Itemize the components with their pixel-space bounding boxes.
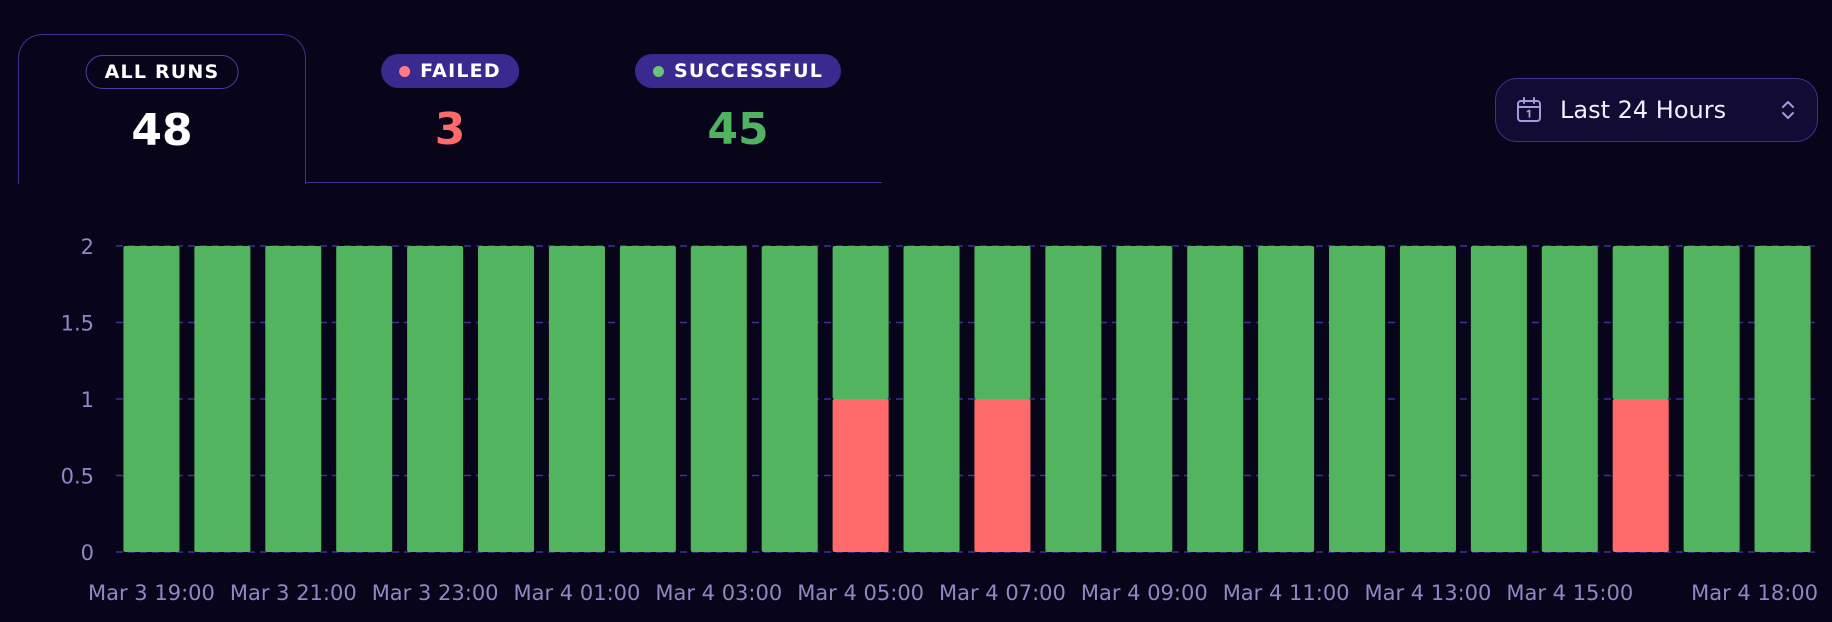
bar-successful[interactable] (1399, 246, 1456, 552)
bar-successful[interactable] (1116, 246, 1173, 552)
y-tick-label: 1 (81, 388, 94, 412)
time-range-select[interactable]: Last 24 Hours (1495, 78, 1818, 142)
bar-successful[interactable] (478, 246, 535, 552)
bar-successful[interactable] (1754, 246, 1811, 552)
successful-dot-icon (652, 65, 664, 77)
y-tick-label: 2 (81, 235, 94, 259)
successful-count: 45 (707, 104, 769, 155)
bar-successful[interactable] (619, 246, 676, 552)
bar-successful[interactable] (1612, 246, 1669, 399)
x-tick-label: Mar 4 15:00 (1506, 581, 1633, 605)
bar-successful[interactable] (548, 246, 605, 552)
bar-successful[interactable] (1470, 246, 1527, 552)
bar-successful[interactable] (1045, 246, 1102, 552)
calendar-icon (1514, 95, 1544, 125)
tab-all-runs[interactable]: ALL RUNS 48 (18, 34, 306, 184)
chevron-up-down-icon (1779, 97, 1797, 123)
bar-successful[interactable] (194, 246, 251, 552)
tab-successful[interactable]: SUCCESSFUL 45 (594, 34, 882, 184)
failed-dot-icon (399, 65, 411, 77)
successful-pill: SUCCESSFUL (634, 54, 842, 88)
all-runs-label: ALL RUNS (104, 61, 220, 83)
x-tick-label: Mar 3 21:00 (230, 581, 357, 605)
x-tick-label: Mar 3 19:00 (88, 581, 215, 605)
bar-failed[interactable] (1612, 399, 1669, 552)
y-tick-label: 0.5 (61, 465, 94, 489)
failed-pill: FAILED (381, 54, 519, 88)
x-tick-label: Mar 4 01:00 (514, 581, 641, 605)
time-range-label: Last 24 Hours (1560, 96, 1727, 124)
bar-successful[interactable] (123, 246, 180, 552)
all-runs-count: 48 (131, 105, 193, 156)
x-tick-label: Mar 4 11:00 (1223, 581, 1350, 605)
x-tick-label: Mar 4 13:00 (1365, 581, 1492, 605)
bar-successful[interactable] (336, 246, 393, 552)
bar-successful[interactable] (265, 246, 322, 552)
successful-label: SUCCESSFUL (673, 60, 824, 82)
x-tick-label: Mar 4 09:00 (1081, 581, 1208, 605)
bar-successful[interactable] (1258, 246, 1315, 552)
tab-failed[interactable]: FAILED 3 (306, 34, 594, 184)
bar-failed[interactable] (832, 399, 889, 552)
bar-successful[interactable] (1683, 246, 1740, 552)
x-tick-label: Mar 3 23:00 (372, 581, 499, 605)
x-tick-label: Mar 4 18:00 (1691, 581, 1818, 605)
all-runs-pill: ALL RUNS (85, 55, 239, 89)
bar-successful[interactable] (1541, 246, 1598, 552)
x-tick-label: Mar 4 07:00 (939, 581, 1066, 605)
bar-successful[interactable] (761, 246, 818, 552)
bar-successful[interactable] (690, 246, 747, 552)
failed-label: FAILED (420, 60, 501, 82)
x-tick-label: Mar 4 03:00 (655, 581, 782, 605)
bar-successful[interactable] (974, 246, 1031, 399)
bar-successful[interactable] (903, 246, 960, 552)
y-tick-label: 0 (81, 541, 94, 565)
bar-successful[interactable] (832, 246, 889, 399)
y-tick-label: 1.5 (61, 312, 94, 336)
x-tick-label: Mar 4 05:00 (797, 581, 924, 605)
bar-successful[interactable] (1187, 246, 1244, 552)
tabs-underline (18, 182, 882, 183)
bar-failed[interactable] (974, 399, 1031, 552)
bar-successful[interactable] (407, 246, 464, 552)
bar-successful[interactable] (1329, 246, 1386, 552)
failed-count: 3 (434, 104, 466, 155)
